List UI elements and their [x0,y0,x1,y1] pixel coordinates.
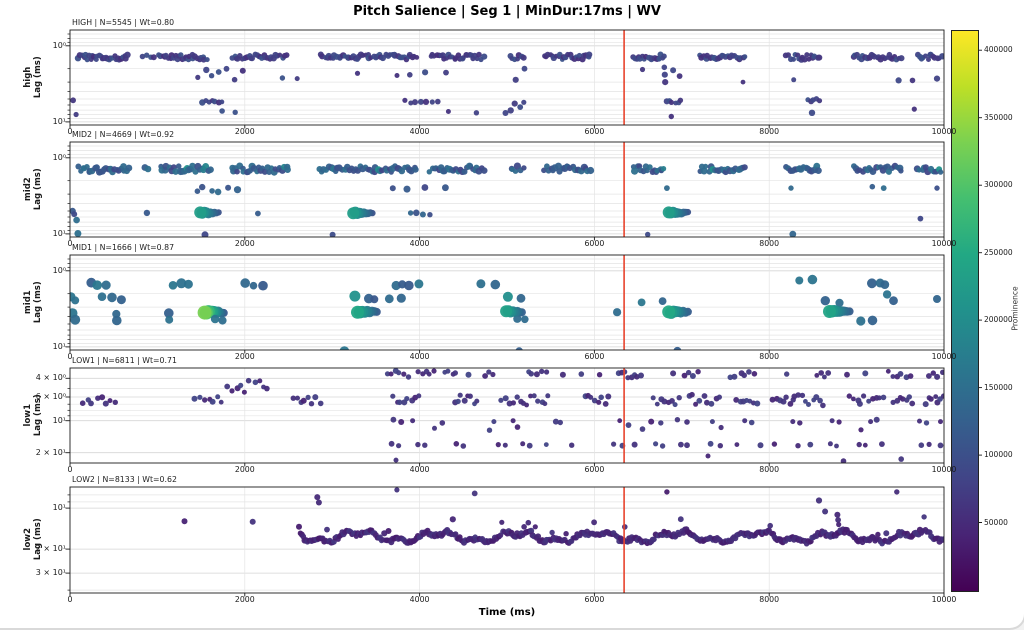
colorbar-tick-label: 200000 [984,315,1013,325]
x-tick-label-mid1: 0 [67,352,73,361]
axes-spine-high [69,29,945,126]
x-tick-label-mid1: 2000 [234,352,255,361]
x-tick-label-low1: 10000 [931,465,957,474]
colorbar-tick-label: 350000 [984,112,1013,122]
y-tick-label-low1: 10¹ [52,415,66,425]
axes-spine-low2 [69,486,945,594]
axes-spine-mid2 [69,141,945,238]
x-tick-label-high: 8000 [759,127,780,136]
colorbar-tick-label: 100000 [984,450,1013,460]
y-axis-label-low1: low1 Lag (ms) [22,393,43,436]
y-tick-label-mid1: 10⁰ [52,265,66,275]
subplot-low2 [65,486,945,597]
x-tick-label-high: 4000 [409,127,430,136]
x-tick-label-mid2: 0 [67,239,73,248]
x-tick-label-low2: 6000 [584,595,605,604]
annotation-mid1: MID1 | N=1666 | Wt=0.87 [72,243,175,252]
scatter-points-mid2 [70,162,944,237]
x-tick-label-mid1: 4000 [409,352,430,361]
colorbar-tick-label: 300000 [984,180,1013,190]
x-axis-label: Time (ms) [478,607,536,618]
y-tick-label-mid1: 10¹ [52,341,66,351]
x-tick-label-low1: 2000 [234,465,255,474]
x-tick-label-low1: 6000 [584,465,605,474]
x-tick-label-low2: 10000 [931,595,957,604]
subplot-high [65,29,945,129]
x-tick-label-mid1: 10000 [931,352,957,361]
scatter-points-high [70,51,944,120]
scatter-points-mid1 [70,274,941,350]
x-tick-label-high: 10000 [931,127,957,136]
scatter-points-low1 [79,368,944,463]
x-tick-label-low2: 0 [67,595,73,604]
y-axis-label-mid1: mid1 Lag (ms) [22,280,43,323]
x-tick-label-mid2: 4000 [409,239,430,248]
x-tick-label-low1: 4000 [409,465,430,474]
y-tick-label-low2: 10¹ [52,503,66,513]
x-tick-label-high: 0 [67,127,73,136]
y-tick-label-low1: 2 × 10¹ [35,447,66,457]
scatter-points-low2 [181,487,944,547]
x-tick-label-mid1: 6000 [584,352,605,361]
colorbar-gradient [951,30,979,592]
x-tick-label-high: 2000 [234,127,255,136]
annotation-high: HIGH | N=5545 | Wt=0.80 [72,18,175,27]
x-tick-label-low2: 2000 [234,595,255,604]
x-tick-label-high: 6000 [584,127,605,136]
y-axis-label-mid2: mid2 Lag (ms) [22,167,43,210]
axes-spine-mid1 [69,254,945,351]
y-tick-label-mid2: 10⁰ [52,152,66,162]
annotation-mid2: MID2 | N=4669 | Wt=0.92 [72,130,175,139]
colorbar-tick-label: 400000 [984,45,1013,55]
colorbar-label: Prominence [1010,286,1020,331]
y-tick-label-low2: 3 × 10¹ [35,568,66,578]
x-tick-label-mid2: 6000 [584,239,605,248]
x-tick-label-mid2: 8000 [759,239,780,248]
colorbar-tick-label: 250000 [984,247,1013,257]
y-axis-label-low2: low2 Lag (ms) [22,518,43,561]
x-tick-label-low1: 0 [67,465,73,474]
x-tick-label-low2: 4000 [409,595,430,604]
subplot-mid1 [65,254,945,354]
y-tick-label-low2: 2 × 10¹ [35,544,66,554]
annotation-low2: LOW2 | N=8133 | Wt=0.62 [72,475,177,484]
x-tick-label-mid1: 8000 [759,352,780,361]
y-tick-label-low1: 4 × 10⁰ [35,373,66,383]
figure-title: Pitch Salience | Seg 1 | MinDur:17ms | W… [353,4,661,19]
x-tick-label-mid2: 2000 [234,239,255,248]
y-tick-label-high: 10⁰ [52,40,66,50]
colorbar-tick-label: 150000 [984,382,1013,392]
y-axis-label-high: high Lag (ms) [22,55,43,98]
x-tick-label-low1: 8000 [759,465,780,474]
x-tick-label-low2: 8000 [759,595,780,604]
subplot-low1 [65,367,945,467]
y-tick-label-low1: 6 × 10⁰ [35,392,66,402]
colorbar-tick-label: 50000 [984,517,1008,527]
x-tick-label-mid2: 10000 [931,239,957,248]
subplot-mid2 [65,141,945,241]
y-tick-label-high: 10¹ [52,116,66,126]
y-tick-label-mid2: 10¹ [52,228,66,238]
annotation-low1: LOW1 | N=6811 | Wt=0.71 [72,356,177,365]
